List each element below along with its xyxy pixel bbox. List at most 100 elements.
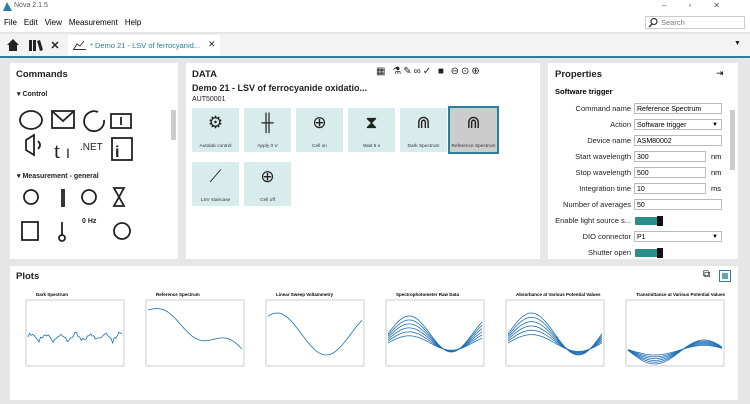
grid-view-button[interactable]: ▦ bbox=[719, 270, 731, 282]
plot-thumbnail[interactable]: Dark Spectrum bbox=[16, 290, 128, 378]
thumbnail-plot bbox=[16, 298, 128, 378]
property-input[interactable]: 50 bbox=[634, 199, 722, 210]
property-input[interactable]: ASM80002 bbox=[634, 135, 722, 146]
toggle[interactable] bbox=[635, 249, 663, 257]
icon-text[interactable]: 0 Hz bbox=[82, 218, 96, 225]
scrollbar[interactable] bbox=[730, 110, 735, 170]
data-toolbar[interactable]: ▦ ⚗✎∞✓ ■ ⊖⊙⊕ bbox=[376, 66, 482, 77]
block-icon: ⟋ bbox=[192, 167, 239, 187]
procedure-block[interactable]: ⊕ Cell on bbox=[296, 108, 343, 152]
tab-close[interactable]: ✕ bbox=[208, 39, 216, 50]
property-input[interactable]: 500 bbox=[634, 167, 706, 178]
menu: File Edit View Measurement Help bbox=[4, 18, 141, 27]
property-value: 300 bbox=[637, 154, 649, 161]
toggle[interactable] bbox=[635, 217, 663, 225]
plots-title: Plots bbox=[16, 271, 39, 282]
toggle-knob bbox=[657, 216, 663, 226]
block-label: Apply 0 V bbox=[244, 144, 291, 149]
thumbnail-plot bbox=[376, 298, 488, 378]
search-icon bbox=[648, 17, 659, 28]
window-title: Nova 2.1.5 bbox=[14, 2, 48, 9]
procedure-block[interactable]: ╫ Apply 0 V bbox=[244, 108, 291, 152]
procedure-block[interactable]: ⧗ Wait 5 s bbox=[348, 108, 395, 152]
thumbnail-curve bbox=[508, 322, 602, 354]
data-title: DATA bbox=[192, 69, 217, 80]
procedure-block[interactable]: ⚙ Autolab control bbox=[192, 108, 239, 152]
thumbnail-curve bbox=[388, 324, 482, 351]
thumbnail-title: Reference Spectrum bbox=[156, 292, 200, 297]
popout-button[interactable]: ⧉ bbox=[703, 269, 710, 280]
toggle-knob bbox=[657, 248, 663, 258]
menu-item[interactable]: Edit bbox=[24, 18, 38, 27]
menu-item[interactable]: File bbox=[4, 18, 17, 27]
property-label: Enable light source s... bbox=[555, 216, 631, 225]
block-icon: ⚙ bbox=[192, 113, 239, 133]
tab-dropdown[interactable]: ▼ bbox=[734, 40, 741, 47]
thumbnail-curve bbox=[388, 320, 482, 352]
menu-item[interactable]: View bbox=[45, 18, 62, 27]
procedure-block[interactable]: ⊕ Cell off bbox=[244, 162, 291, 206]
property-label: Shutter open bbox=[588, 248, 631, 257]
property-value: 50 bbox=[637, 202, 645, 209]
plot-frame bbox=[146, 300, 244, 366]
property-unit: nm bbox=[711, 168, 721, 177]
menu-item[interactable]: Measurement bbox=[69, 18, 118, 27]
block-icon: ⊕ bbox=[296, 113, 343, 133]
thumbnail-curve bbox=[148, 309, 242, 349]
procedure-block[interactable]: ⋒ Reference Spectrum bbox=[450, 108, 497, 152]
plot-thumbnail[interactable]: Absorbance at Various Potential Values bbox=[496, 290, 608, 378]
thumbnail-curve bbox=[508, 313, 602, 355]
block-label: Wait 5 s bbox=[348, 144, 395, 149]
menu-item[interactable]: Help bbox=[125, 18, 141, 27]
procedure-name: Demo 21 - LSV of ferrocyanide oxidatio..… bbox=[192, 83, 367, 93]
property-value: P1 bbox=[637, 234, 646, 241]
search-box[interactable] bbox=[645, 16, 745, 29]
thumbnail-title: Spectrophotometer Raw Data bbox=[396, 292, 459, 297]
tab-icons[interactable] bbox=[6, 38, 66, 52]
thumbnail-plot bbox=[616, 298, 728, 378]
property-label: DIO connector bbox=[583, 232, 631, 241]
thumbnail-title: Absorbance at Various Potential Values bbox=[516, 292, 601, 297]
block-icon: ⊕ bbox=[244, 167, 291, 187]
property-input[interactable]: P1 ▼ bbox=[634, 231, 722, 242]
instrument-name: AUT50001 bbox=[192, 96, 225, 103]
property-input[interactable]: 10 bbox=[634, 183, 706, 194]
block-icon: ⧗ bbox=[348, 113, 395, 133]
icon-text[interactable]: .NET bbox=[80, 142, 103, 153]
plot-frame bbox=[386, 300, 484, 366]
property-input[interactable]: Software trigger ▼ bbox=[634, 119, 722, 130]
group-control[interactable]: ▾ Control bbox=[17, 90, 47, 98]
property-value: 10 bbox=[637, 186, 645, 193]
plot-thumbnail[interactable]: Transmittance at Various Potential Value… bbox=[616, 290, 728, 378]
tab-title[interactable]: * Demo 21 - LSV of ferrocyanid... bbox=[90, 41, 200, 50]
plot-thumbnail[interactable]: Reference Spectrum bbox=[136, 290, 248, 378]
thumbnail-plot bbox=[136, 298, 248, 378]
commands-title: Commands bbox=[16, 69, 68, 80]
property-label: Command name bbox=[576, 104, 631, 113]
block-label: Cell on bbox=[296, 144, 343, 149]
title-bar bbox=[0, 0, 750, 14]
search-placeholder[interactable]: Search bbox=[661, 18, 685, 27]
command-icons[interactable]: t I i bbox=[14, 100, 174, 255]
property-value: 500 bbox=[637, 170, 649, 177]
block-label: Autolab control bbox=[192, 144, 239, 149]
property-input[interactable]: 300 bbox=[634, 151, 706, 162]
properties-section: Software trigger bbox=[555, 87, 613, 96]
property-input[interactable]: Reference Spectrum bbox=[634, 103, 722, 114]
block-label: Reference Spectrum bbox=[450, 144, 497, 149]
property-label: Integration time bbox=[579, 184, 631, 193]
plot-thumbnail[interactable]: Spectrophotometer Raw Data bbox=[376, 290, 488, 378]
plot-thumbnail[interactable]: Linear Sweep Voltammetry bbox=[256, 290, 368, 378]
procedure-block[interactable]: ⟋ LSV staircase bbox=[192, 162, 239, 206]
property-unit: nm bbox=[711, 152, 721, 161]
property-label: Number of averages bbox=[563, 200, 631, 209]
scrollbar[interactable] bbox=[171, 110, 176, 140]
svg-text:t: t bbox=[54, 138, 60, 163]
panel-pin[interactable]: ⇥ bbox=[716, 68, 724, 79]
block-label: Dark Spectrum bbox=[400, 144, 447, 149]
window-controls[interactable]: –▫✕ bbox=[662, 1, 742, 10]
procedure-block[interactable]: ⋒ Dark Spectrum bbox=[400, 108, 447, 152]
property-value: Software trigger bbox=[637, 122, 686, 129]
app-window: Nova 2.1.5 –▫✕ File Edit View Measurement He… bbox=[0, 0, 750, 404]
properties-title: Properties bbox=[555, 69, 602, 80]
